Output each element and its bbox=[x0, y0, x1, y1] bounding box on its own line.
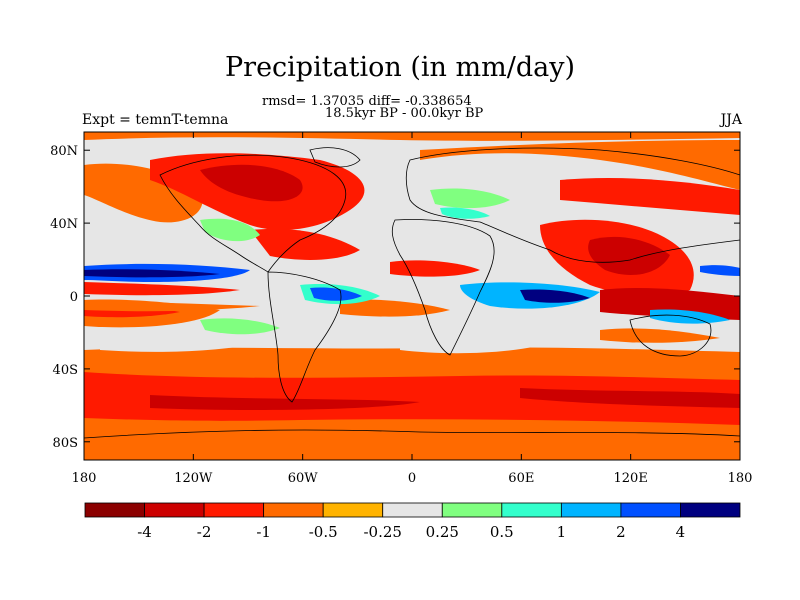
australia-outline bbox=[629, 314, 712, 357]
south-gap bbox=[100, 338, 270, 352]
southern-ocean-dark-band bbox=[150, 395, 420, 410]
season-label: JJA bbox=[720, 112, 742, 128]
colorbar-box bbox=[263, 502, 324, 518]
x-tick-label: 180 bbox=[72, 471, 97, 486]
y-tick-label: 40N bbox=[50, 217, 78, 232]
colorbar-label: 1 bbox=[557, 523, 567, 541]
africa-sahel-red bbox=[390, 260, 480, 277]
africa-outline bbox=[391, 219, 495, 356]
east-pacific-navy bbox=[84, 269, 220, 278]
south-indian-orange bbox=[600, 328, 720, 343]
y-tick-label: 40S bbox=[53, 363, 78, 378]
north-america-outline bbox=[159, 154, 347, 273]
colorbar-box bbox=[382, 502, 443, 518]
monsoon-dark-red bbox=[588, 236, 670, 275]
colorbar-box bbox=[84, 502, 145, 518]
colorbar-label: 2 bbox=[616, 523, 626, 541]
west-pacific-blue bbox=[700, 265, 740, 276]
precip-field bbox=[84, 132, 740, 460]
europe-green bbox=[430, 188, 510, 209]
y-tick-label: 80S bbox=[53, 436, 78, 451]
colorbar-box bbox=[203, 502, 265, 518]
north-america-dark-red bbox=[200, 164, 303, 202]
south-america-outline bbox=[267, 271, 342, 403]
eurasia-outline bbox=[405, 147, 741, 263]
colorbar-label: -0.25 bbox=[363, 523, 401, 541]
colorbar-label: -4 bbox=[137, 523, 152, 541]
axis-ticks: 80N 40N 0 40S 80S 180 120W 60W 0 60E 120E 180 bbox=[50, 132, 752, 486]
indian-ocean-navy bbox=[520, 289, 590, 303]
asia-red bbox=[560, 178, 740, 215]
southern-ocean-red-band bbox=[84, 372, 740, 425]
colorbar-labels: -4 -2 -1 -0.5 -0.25 0.25 0.5 1 2 4 bbox=[137, 523, 685, 541]
greenland-outline bbox=[309, 147, 361, 168]
y-tick-label: 80N bbox=[50, 144, 78, 159]
colorbar-label: -0.5 bbox=[309, 523, 338, 541]
y-tick-label: 0 bbox=[70, 290, 78, 305]
colorbar-boxes bbox=[84, 502, 741, 518]
colorbar-box bbox=[501, 502, 562, 518]
siberia-orange bbox=[420, 140, 740, 190]
colorbar-box bbox=[144, 502, 205, 518]
experiment-label: Expt = temnT-temna bbox=[82, 112, 229, 128]
australia-blue bbox=[650, 309, 730, 324]
coastlines bbox=[83, 147, 741, 439]
stats-text: rmsd= 1.37035 diff= -0.338654 bbox=[262, 94, 472, 109]
south-gap-2 bbox=[400, 340, 560, 354]
us-green bbox=[200, 218, 260, 242]
colorbar-label: -2 bbox=[197, 523, 212, 541]
x-tick-label: 120W bbox=[174, 471, 213, 486]
period-text: 18.5kyr BP - 00.0kyr BP bbox=[325, 106, 484, 121]
pacific-itcz-red bbox=[84, 282, 240, 296]
x-tick-label: 60W bbox=[288, 471, 319, 486]
colorbar-box bbox=[322, 502, 384, 518]
antarctic-margin bbox=[84, 440, 740, 460]
colorbar-label: -1 bbox=[256, 523, 271, 541]
south-atlantic-orange bbox=[340, 299, 450, 317]
southern-ocean-dark-band-east bbox=[520, 388, 740, 408]
x-tick-label: 0 bbox=[408, 471, 416, 486]
colorbar-box bbox=[620, 502, 681, 518]
colorbar-box bbox=[441, 502, 503, 518]
mediterranean-cyan bbox=[440, 207, 490, 219]
colorbar-label: 4 bbox=[676, 523, 686, 541]
x-tick-label: 60E bbox=[508, 471, 534, 486]
atlantic-red bbox=[250, 228, 360, 260]
maritime-continent-red bbox=[600, 287, 740, 320]
colorbar-label: 0.5 bbox=[490, 523, 514, 541]
amazon-blue bbox=[310, 287, 362, 301]
colorbar-box bbox=[680, 502, 741, 518]
south-pacific-green bbox=[200, 318, 280, 335]
colorbar-label: 0.25 bbox=[426, 523, 459, 541]
x-tick-label: 180 bbox=[728, 471, 753, 486]
antarctica-outline bbox=[83, 429, 741, 439]
colorbar-box bbox=[560, 502, 622, 518]
x-tick-label: 120E bbox=[614, 471, 648, 486]
pacific-south-orange bbox=[84, 300, 260, 312]
chart-title: Precipitation (in mm/day) bbox=[225, 52, 575, 83]
